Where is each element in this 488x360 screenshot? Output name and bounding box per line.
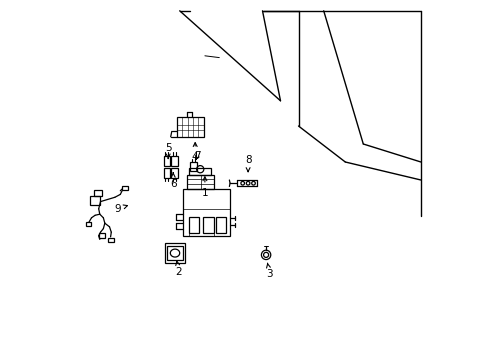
Bar: [188, 217, 199, 233]
Bar: [122, 186, 127, 190]
Text: 8: 8: [244, 155, 251, 172]
Bar: [189, 168, 211, 175]
Bar: [186, 175, 213, 189]
Bar: [107, 238, 114, 242]
Text: 5: 5: [164, 143, 171, 158]
Bar: [215, 217, 226, 233]
Bar: [163, 168, 170, 178]
Bar: [183, 189, 230, 236]
Bar: [171, 156, 178, 166]
Bar: [163, 156, 170, 166]
Bar: [99, 233, 105, 238]
Bar: [203, 217, 213, 233]
Text: 1: 1: [201, 177, 208, 198]
Text: 3: 3: [266, 263, 272, 279]
Text: 6: 6: [169, 173, 176, 189]
Bar: [171, 168, 178, 178]
Bar: [190, 162, 197, 171]
Bar: [86, 222, 91, 226]
Text: 7: 7: [194, 150, 201, 161]
Text: 2: 2: [175, 261, 182, 277]
Text: 9: 9: [114, 204, 127, 214]
Bar: [89, 196, 101, 205]
Bar: [94, 190, 102, 196]
Bar: [164, 243, 185, 263]
Bar: [167, 246, 183, 260]
Bar: [177, 117, 203, 137]
Text: 4: 4: [191, 143, 198, 162]
